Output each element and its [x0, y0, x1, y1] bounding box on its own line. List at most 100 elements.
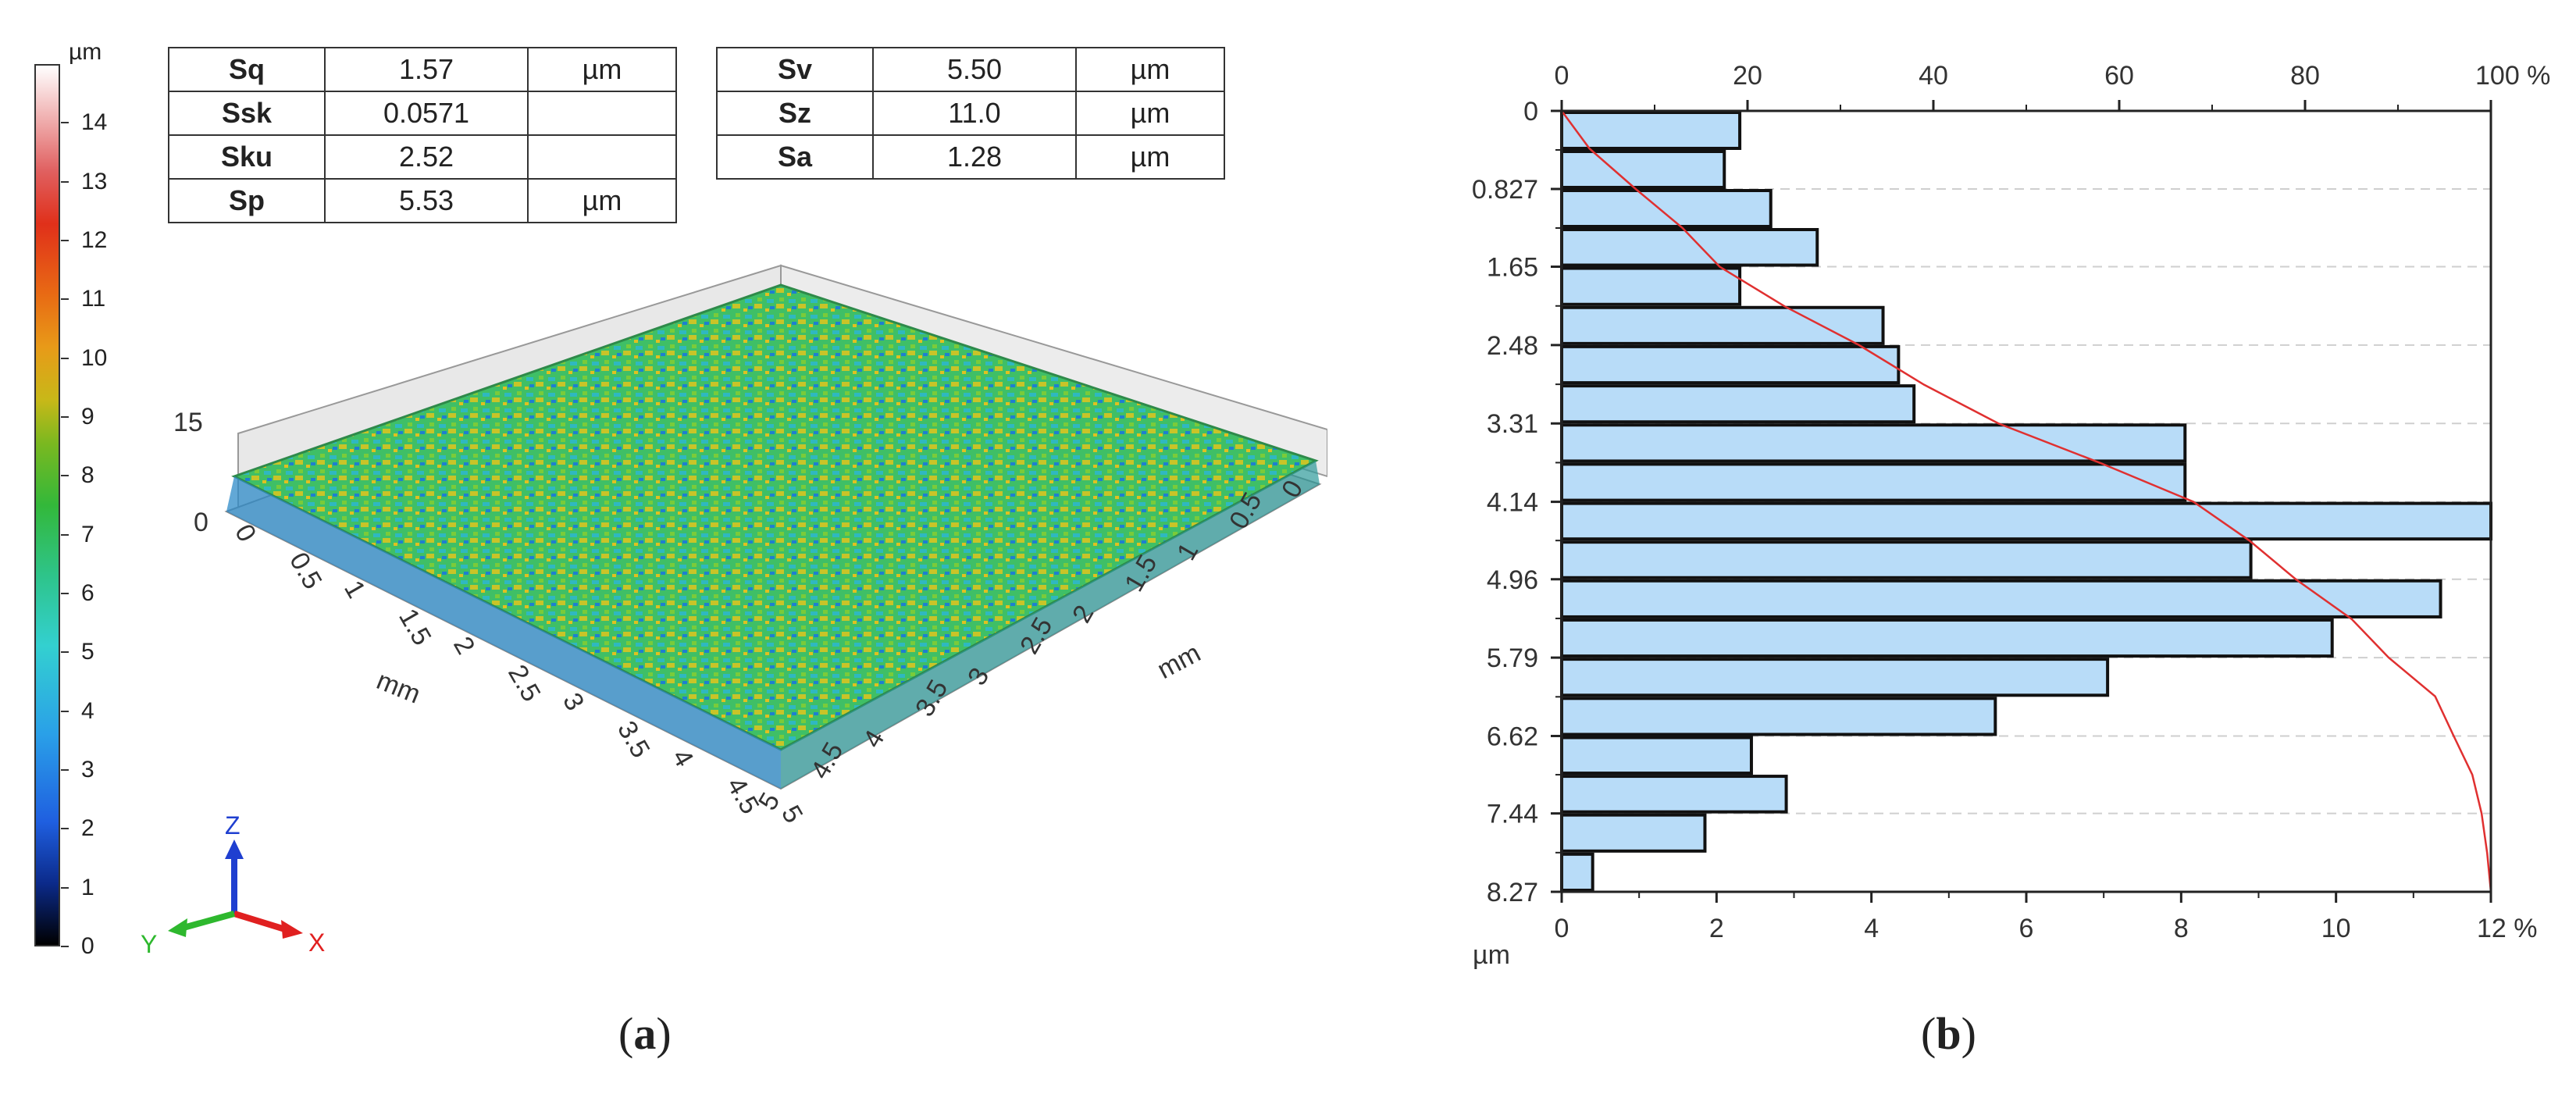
y-tick-label: 2.48 [1487, 331, 1538, 361]
histogram-bar [1560, 462, 2187, 502]
top-tick-label: 0 [1555, 61, 1569, 91]
colorbar-tick-label: 1 [81, 874, 94, 900]
y-tick-label: 0 [1523, 97, 1538, 127]
colorbar-tick-mark [61, 180, 69, 183]
left-axis-tick: 1 [338, 576, 371, 603]
param-value: 0.0571 [324, 91, 529, 136]
param-row: Sp 5.53 µm [168, 178, 677, 223]
colorbar-unit: µm [69, 39, 102, 65]
height-distribution-chart: 0 0.827 1.65 2.48 3.31 4.14 4.96 5.79 6.62 7.44 8.… [1472, 61, 2551, 970]
colorbar-tick-mark [61, 533, 69, 536]
param-unit: µm [527, 47, 677, 92]
colorbar-tick-mark [61, 357, 69, 359]
colorbar-tick-label: 3 [81, 757, 94, 782]
bottom-tick-label: 4 [1864, 914, 1879, 943]
histogram-bar [1560, 344, 1901, 385]
param-unit: µm [527, 178, 677, 223]
y-tick-label: 4.14 [1487, 488, 1538, 518]
right-axis-unit: mm [1153, 638, 1206, 685]
colorbar-tick-label: 8 [81, 462, 94, 489]
colorbar-tick-label: 2 [81, 815, 94, 842]
histogram-bar [1560, 579, 2442, 618]
surface-front-right [781, 461, 1320, 789]
colorbar-tick-label: 13 [81, 168, 108, 194]
histogram-bar [1560, 423, 2187, 463]
colorbar-tick-mark [61, 475, 69, 477]
param-row: Sq 1.57 µm [168, 47, 677, 92]
param-value: 1.57 [324, 47, 529, 92]
z-tick-0: 0 [194, 508, 208, 537]
param-name: Sa [716, 134, 874, 180]
top-tick-label: 20 [1733, 61, 1762, 91]
axis-triad: Z X Y [141, 811, 325, 958]
colorbar-tick-label: 5 [81, 639, 94, 665]
param-unit [527, 91, 677, 136]
panel-a-surface-topography: µm 0 1 2 3 4 5 6 7 8 9 10 11 12 13 14 Sq 1.57 µm Ssk 0.057… [34, 39, 1327, 1059]
param-unit: µm [1075, 47, 1225, 92]
left-axis-tick: 0 [229, 519, 262, 547]
colorbar-tick-mark [61, 416, 69, 418]
colorbar-tick-label: 12 [81, 227, 108, 253]
top-tick-label: 60 [2104, 61, 2134, 91]
y-axis-unit: µm [1473, 940, 1510, 970]
param-unit: µm [1075, 134, 1225, 180]
left-axis-tick: 4 [666, 744, 699, 772]
colorbar-tick-mark [61, 122, 69, 124]
histogram-bar [1560, 697, 1997, 736]
colorbar-tick-mark [61, 769, 69, 771]
y-tick-label: 1.65 [1487, 253, 1538, 283]
caption-b: (b) [1921, 1008, 1976, 1059]
colorbar-tick-label: 6 [81, 580, 94, 606]
top-tick-label: 100 % [2475, 61, 2550, 91]
colorbar-tick-label: 9 [81, 404, 94, 430]
histogram-bar [1560, 736, 1753, 775]
bottom-tick-label: 2 [1709, 914, 1724, 943]
histogram-bar [1560, 813, 1707, 853]
colorbar-tick-mark [61, 710, 69, 712]
y-tick-label: 3.31 [1487, 409, 1538, 439]
roughness-params-table-right: Sv 5.50 µm Sz 11.0 µm Sa 1.28 µm [716, 47, 1225, 180]
histogram-bar [1560, 540, 2253, 579]
colorbar-tick-label: 4 [81, 697, 94, 724]
left-axis-tick: 3 [557, 688, 590, 715]
triad-y-label: Y [141, 930, 157, 958]
y-tick-label: 6.62 [1487, 722, 1538, 751]
y-tick-label: 5.79 [1487, 643, 1538, 673]
y-tick-label: 4.96 [1487, 565, 1538, 595]
histogram-bar [1560, 658, 2110, 697]
param-name: Ssk [168, 91, 326, 136]
param-value: 1.28 [872, 134, 1077, 180]
param-value: 5.53 [324, 178, 529, 223]
surface-front-left [226, 476, 781, 789]
y-tick-label: 7.44 [1487, 800, 1538, 829]
cumulative-curve [1560, 110, 2492, 893]
panel-b-height-histogram: 0 0.827 1.65 2.48 3.31 4.14 4.96 5.79 6.62 7.44 8.… [1327, 0, 2576, 1105]
histogram-bar [1560, 384, 1916, 424]
param-name: Sz [716, 91, 874, 136]
param-row: Sv 5.50 µm [716, 47, 1225, 92]
colorbar-tick-mark [61, 593, 69, 594]
histogram-bar [1560, 189, 1773, 228]
top-tick-label: 80 [2290, 61, 2320, 91]
histogram-bar [1560, 775, 1788, 814]
y-tick-label: 0.827 [1472, 175, 1538, 205]
colorbar-tick-label: 14 [81, 109, 108, 136]
colorbar-tick-mark [61, 828, 69, 830]
roughness-params-table-left: Sq 1.57 µm Ssk 0.0571 Sku 2.52 Sp 5.53 µm [168, 47, 677, 223]
param-value: 2.52 [324, 134, 529, 180]
triad-z-label: Z [225, 811, 240, 839]
top-tick-label: 40 [1919, 61, 1948, 91]
colorbar-tick-mark [61, 240, 69, 241]
left-axis-tick: 2 [447, 632, 480, 659]
caption-a: (a) [618, 1008, 672, 1059]
param-row: Ssk 0.0571 [168, 91, 677, 136]
param-name: Sv [716, 47, 874, 92]
histogram-bar [1560, 305, 1885, 345]
bottom-tick-label: 12 % [2477, 914, 2538, 943]
right-axis-tick: 5 [753, 788, 786, 815]
colorbar-tick-mark [61, 651, 69, 654]
param-row: Sku 2.52 [168, 134, 677, 180]
histogram-bar [1560, 150, 1726, 189]
param-row: Sa 1.28 µm [716, 134, 1225, 180]
param-name: Sq [168, 47, 326, 92]
